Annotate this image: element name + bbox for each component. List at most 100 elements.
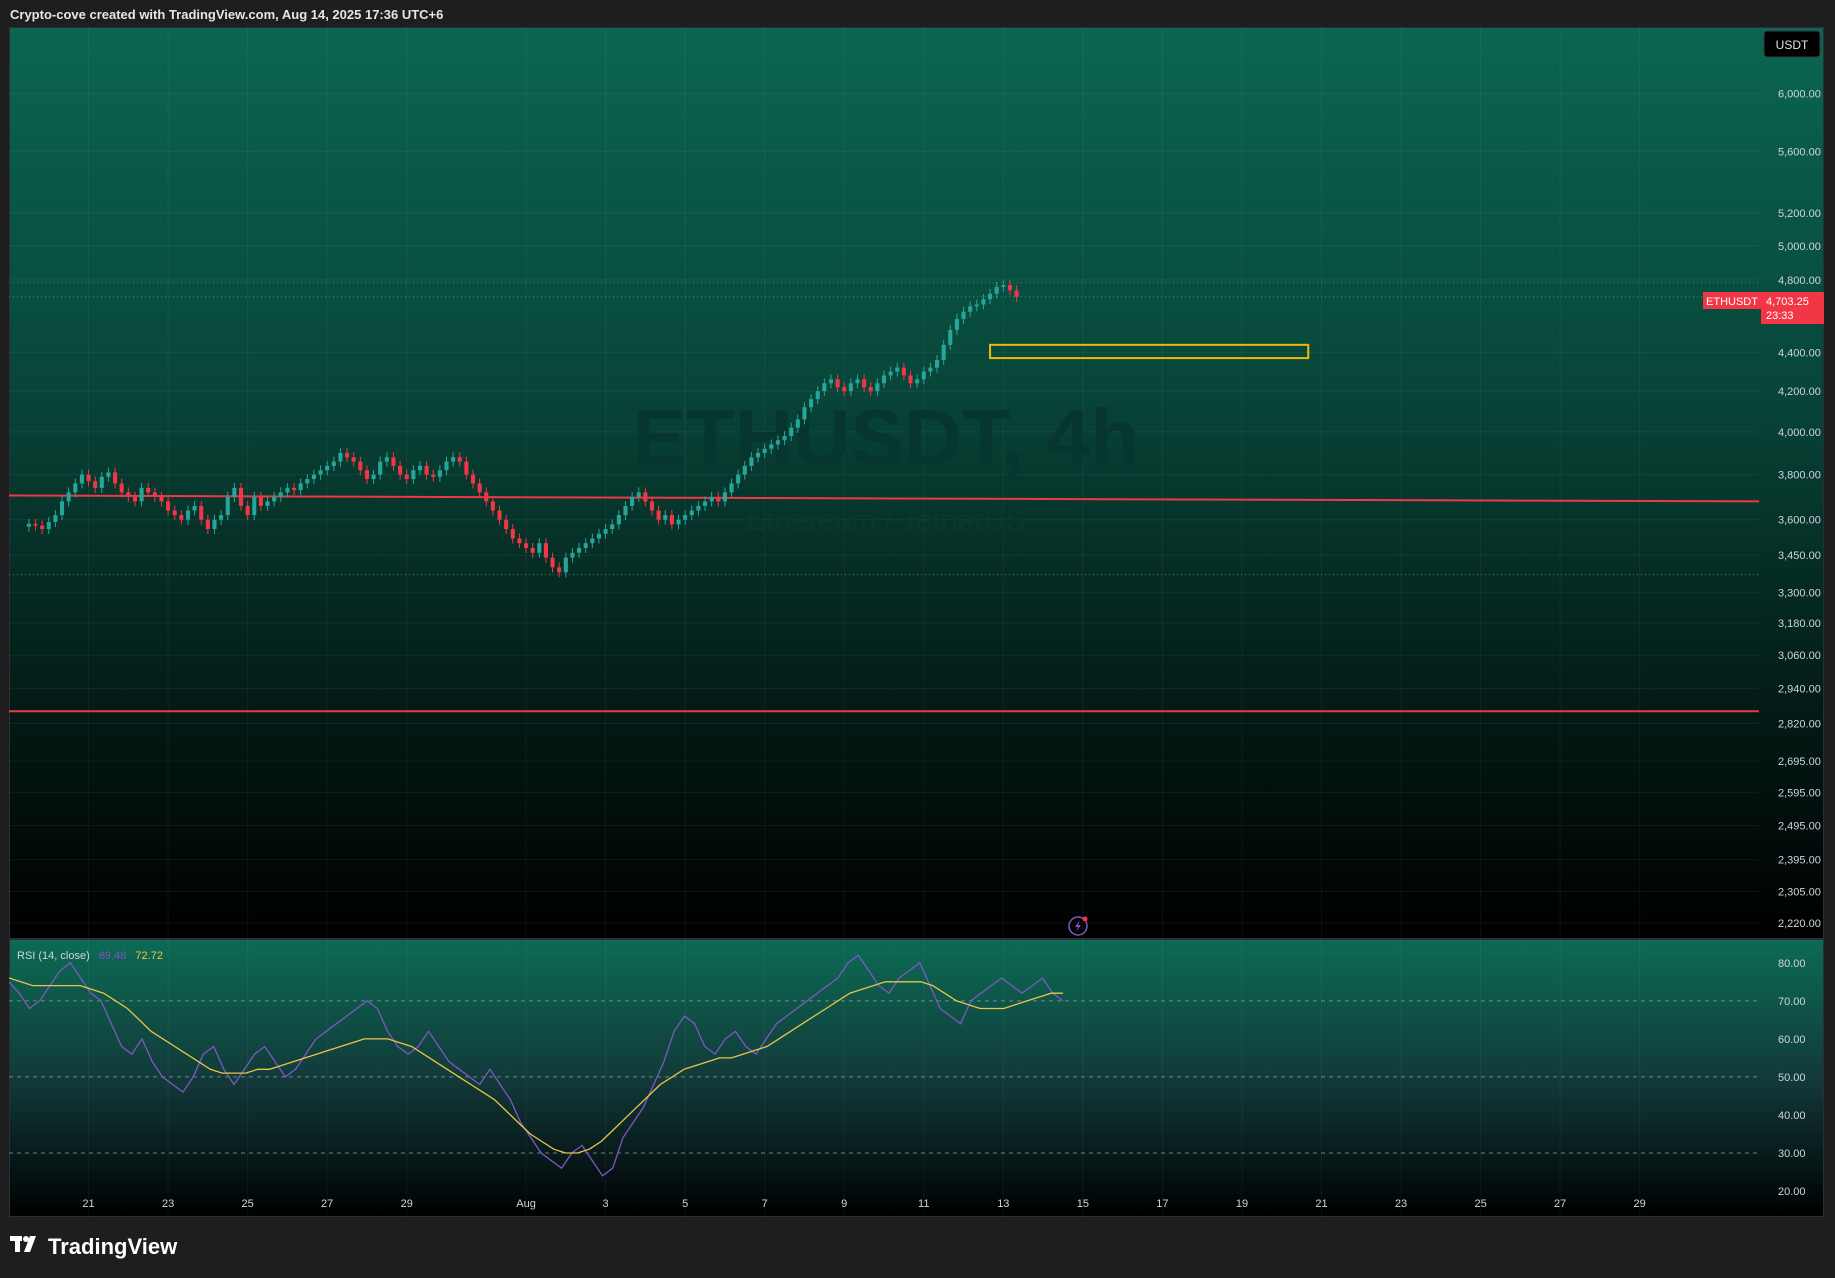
price-tick-label: 4,000.00 bbox=[1778, 427, 1821, 439]
candle-body bbox=[106, 472, 111, 477]
main-pane-bg bbox=[9, 27, 1824, 938]
candle bbox=[46, 517, 51, 535]
candle bbox=[272, 491, 277, 507]
candle bbox=[915, 374, 920, 389]
candle-body bbox=[895, 367, 900, 372]
candle-body bbox=[272, 496, 277, 502]
tradingview-logo-icon bbox=[10, 1234, 40, 1260]
price-tick-label: 2,595.00 bbox=[1778, 788, 1821, 800]
candle bbox=[232, 482, 237, 502]
candle-body bbox=[762, 448, 767, 453]
currency-button[interactable]: USDT bbox=[1763, 30, 1821, 58]
candle-body bbox=[550, 557, 555, 568]
candle-body bbox=[497, 510, 502, 520]
candle bbox=[782, 431, 787, 446]
candle-body bbox=[981, 299, 986, 305]
candle-body bbox=[815, 391, 820, 400]
candle-body bbox=[948, 329, 953, 345]
price-tick-label: 5,600.00 bbox=[1778, 146, 1821, 158]
candle-body bbox=[132, 496, 138, 502]
time-tick-label: 25 bbox=[1474, 1198, 1486, 1210]
candle bbox=[318, 465, 323, 480]
candle-body bbox=[40, 525, 45, 530]
candle-body bbox=[265, 501, 270, 506]
candle bbox=[225, 491, 230, 521]
time-tick-label: 17 bbox=[1156, 1198, 1168, 1210]
candle bbox=[99, 471, 104, 493]
price-tick-label: 2,820.00 bbox=[1778, 718, 1821, 730]
candle bbox=[86, 469, 91, 487]
tradingview-brand[interactable]: TradingView bbox=[10, 1234, 177, 1260]
candle-body bbox=[232, 487, 237, 497]
candle bbox=[842, 382, 847, 397]
rsi-tick-label: 50.00 bbox=[1778, 1072, 1806, 1084]
candle bbox=[656, 505, 661, 525]
horizontal-trend-line bbox=[8, 494, 1760, 503]
candle-body bbox=[563, 557, 568, 573]
candle-body bbox=[238, 487, 244, 506]
candle-body bbox=[53, 515, 58, 523]
candle bbox=[265, 496, 270, 511]
chart-credit: Crypto-cove created with TradingView.com… bbox=[10, 7, 444, 22]
candle-body bbox=[855, 379, 860, 384]
candle bbox=[623, 500, 628, 521]
candle-body bbox=[470, 474, 476, 484]
candle bbox=[451, 452, 456, 467]
candle-body bbox=[610, 524, 615, 530]
candle bbox=[219, 510, 224, 525]
candle bbox=[988, 288, 993, 305]
candle bbox=[822, 378, 827, 397]
time-tick-label: 27 bbox=[1554, 1198, 1566, 1210]
candle bbox=[185, 505, 191, 525]
candle bbox=[590, 533, 595, 549]
rsi-tick-label: 40.00 bbox=[1778, 1110, 1806, 1122]
candle-body bbox=[66, 492, 71, 502]
candle bbox=[152, 487, 157, 502]
candle bbox=[417, 460, 423, 476]
candle bbox=[517, 533, 522, 549]
candle-body bbox=[444, 461, 449, 471]
candle bbox=[862, 374, 867, 393]
candle-body bbox=[755, 452, 761, 458]
candle-body bbox=[99, 476, 104, 488]
chart-canvas[interactable]: ETHUSDT, 4h Ethereum / TetherUS 6,000.00… bbox=[8, 27, 1824, 1217]
candle bbox=[921, 366, 926, 385]
rsi-tick-label: 70.00 bbox=[1778, 996, 1806, 1008]
candle bbox=[669, 510, 674, 530]
candle bbox=[802, 402, 807, 425]
candle bbox=[696, 500, 701, 516]
price-tick-label: 4,400.00 bbox=[1778, 347, 1821, 359]
candle-body bbox=[968, 306, 973, 312]
candle-body bbox=[689, 510, 694, 516]
candle-body bbox=[616, 515, 621, 525]
candle bbox=[928, 362, 933, 377]
candle-body bbox=[504, 519, 509, 530]
candle-body bbox=[26, 523, 31, 527]
time-tick-label: 3 bbox=[603, 1198, 609, 1210]
candle-body bbox=[941, 344, 946, 360]
lightning-bolt-icon[interactable] bbox=[1068, 916, 1088, 936]
candle-body bbox=[119, 483, 124, 493]
chart-frame[interactable]: ETHUSDT, 4h Ethereum / TetherUS 6,000.00… bbox=[8, 27, 1824, 1217]
candle bbox=[411, 465, 416, 485]
candle-body bbox=[915, 379, 920, 384]
candle-body bbox=[636, 492, 641, 497]
candle bbox=[755, 447, 761, 463]
candle-body bbox=[848, 383, 853, 392]
candle-body bbox=[291, 487, 297, 491]
candle bbox=[875, 378, 880, 397]
candle bbox=[888, 366, 893, 381]
time-tick-label: 29 bbox=[401, 1198, 413, 1210]
candle bbox=[437, 465, 442, 482]
candle bbox=[868, 382, 873, 397]
candle-body bbox=[318, 470, 323, 475]
candle-body bbox=[225, 496, 230, 516]
candle bbox=[358, 456, 363, 476]
candle bbox=[79, 469, 84, 489]
time-tick-label: 5 bbox=[682, 1198, 688, 1210]
candle-body bbox=[828, 379, 834, 384]
candle bbox=[543, 538, 548, 563]
candle bbox=[848, 378, 853, 397]
rsi-legend[interactable]: RSI (14, close) 69.48 72.72 bbox=[17, 950, 163, 962]
candle bbox=[457, 452, 462, 467]
